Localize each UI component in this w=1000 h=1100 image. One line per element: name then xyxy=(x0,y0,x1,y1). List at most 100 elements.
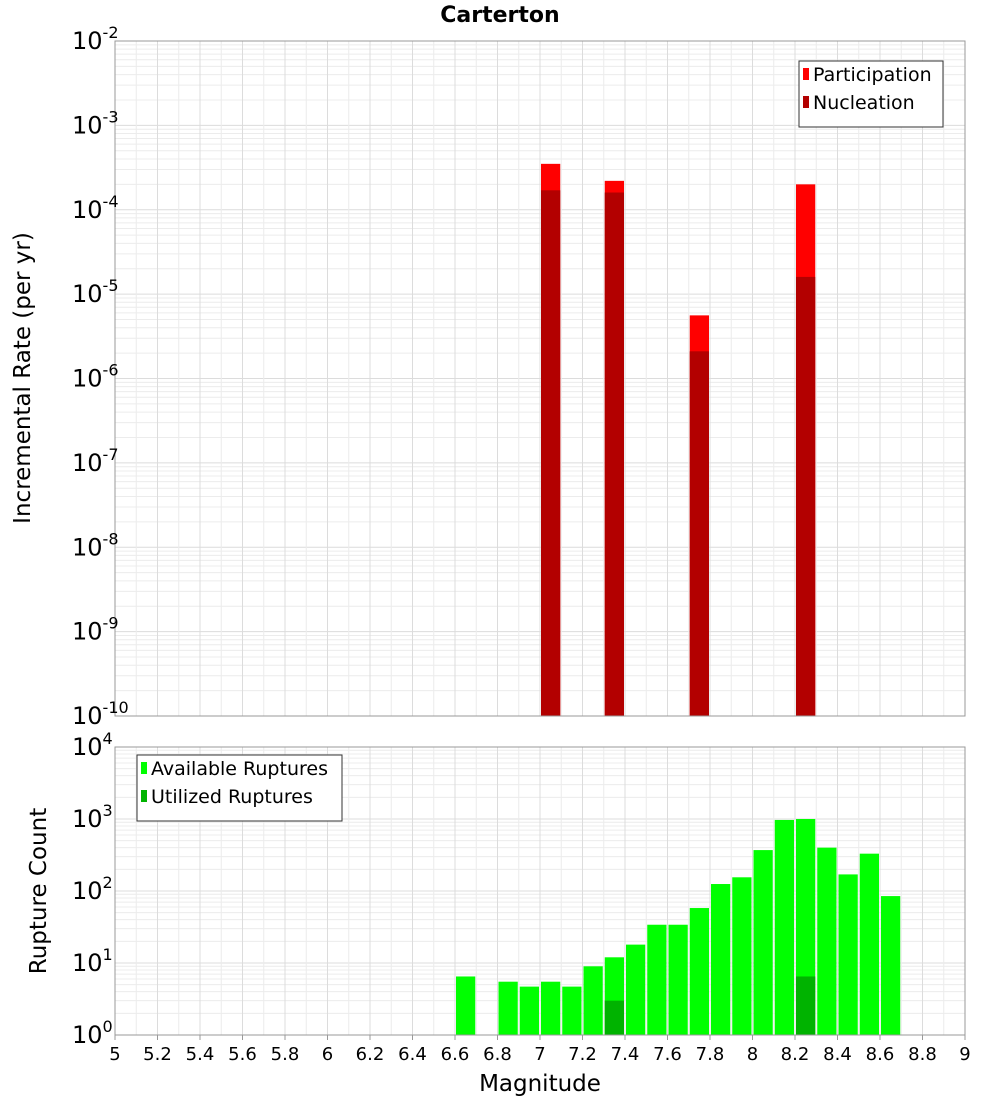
bar xyxy=(689,908,709,1035)
legend-swatch xyxy=(803,68,809,80)
x-tick-label: 6.8 xyxy=(483,1044,512,1065)
bar xyxy=(498,981,518,1035)
x-tick-label: 9 xyxy=(959,1044,970,1065)
y-tick-exponent: -8 xyxy=(103,529,119,548)
x-axis-label: Magnitude xyxy=(479,1071,601,1097)
y-tick-base: 10 xyxy=(72,111,103,139)
y-tick-label: 104 xyxy=(72,729,113,761)
y-tick-label: 10-2 xyxy=(72,23,119,55)
y-tick-base: 10 xyxy=(72,196,103,224)
y-tick-label: 102 xyxy=(72,873,113,905)
y-tick-exponent: -5 xyxy=(103,276,119,295)
bar xyxy=(456,976,476,1035)
x-tick-label: 6.4 xyxy=(398,1044,427,1065)
y-tick-label: 10-3 xyxy=(72,107,119,139)
incremental-rate-panel: 10-210-310-410-510-610-710-810-910-10Inc… xyxy=(10,23,966,730)
legend: Available Ruptures Utilized Ruptures xyxy=(136,754,343,822)
bar xyxy=(774,819,794,1035)
y-tick-base: 10 xyxy=(72,1021,103,1049)
y-tick-exponent: -4 xyxy=(103,192,119,211)
bar xyxy=(626,944,646,1035)
x-tick-label: 7.4 xyxy=(611,1044,640,1065)
x-tick-label: 6.2 xyxy=(356,1044,385,1065)
y-tick-base: 10 xyxy=(72,449,103,477)
y-tick-label: 103 xyxy=(72,801,113,833)
bar xyxy=(817,847,837,1035)
y-tick-label: 10-7 xyxy=(72,445,119,477)
chart-title: Carterton xyxy=(440,3,559,28)
x-tick-label: 5.2 xyxy=(143,1044,172,1065)
x-tick-label: 7.8 xyxy=(696,1044,725,1065)
y-tick-base: 10 xyxy=(72,949,103,977)
y-tick-exponent: 1 xyxy=(103,945,113,964)
y-tick-label: 10-9 xyxy=(72,614,119,646)
y-tick-exponent: 4 xyxy=(103,729,113,748)
x-tick-label: 5.4 xyxy=(186,1044,215,1065)
legend-swatch xyxy=(141,762,147,774)
y-tick-base: 10 xyxy=(72,877,103,905)
x-tick-label: 8.8 xyxy=(908,1044,937,1065)
y-tick-base: 10 xyxy=(72,733,103,761)
y-tick-exponent: -3 xyxy=(103,107,119,126)
y-axis-label: Rupture Count xyxy=(26,808,52,974)
x-tick-label: 5 xyxy=(109,1044,120,1065)
y-tick-base: 10 xyxy=(72,365,103,393)
y-tick-exponent: -7 xyxy=(103,445,119,464)
bar xyxy=(753,850,773,1035)
legend-label: Nucleation xyxy=(813,92,915,114)
y-tick-label: 10-8 xyxy=(72,529,119,561)
bar xyxy=(859,853,879,1035)
y-tick-base: 10 xyxy=(72,533,103,561)
y-tick-base: 10 xyxy=(72,618,103,646)
plot-frame xyxy=(114,40,966,717)
bar xyxy=(711,884,731,1035)
bar xyxy=(583,966,603,1035)
series-utilized-ruptures xyxy=(604,976,816,1035)
y-tick-exponent: -10 xyxy=(103,698,129,717)
x-tick-label: 8.4 xyxy=(823,1044,852,1065)
legend-box xyxy=(136,754,343,822)
y-tick-base: 10 xyxy=(72,27,103,55)
y-tick-exponent: 2 xyxy=(103,873,113,892)
x-tick-label: 7 xyxy=(534,1044,545,1065)
x-tick-label: 8.2 xyxy=(781,1044,810,1065)
y-axis-label: Incremental Rate (per yr) xyxy=(10,232,36,524)
y-tick-label: 10-6 xyxy=(72,361,119,393)
y-tick-base: 10 xyxy=(72,280,103,308)
bar xyxy=(732,877,752,1035)
bar xyxy=(604,192,624,717)
legend-label: Participation xyxy=(813,64,932,86)
bar xyxy=(668,924,688,1035)
legend: Participation Nucleation xyxy=(798,60,944,128)
x-tick-label: 8 xyxy=(747,1044,758,1065)
legend-label: Utilized Ruptures xyxy=(151,786,313,808)
bar xyxy=(689,351,709,716)
x-tick-label: 7.2 xyxy=(568,1044,597,1065)
grid xyxy=(114,41,966,717)
bar xyxy=(838,874,858,1035)
y-tick-exponent: -2 xyxy=(103,23,119,42)
legend-label: Available Ruptures xyxy=(151,758,328,780)
y-tick-label: 10-4 xyxy=(72,192,119,224)
series-nucleation xyxy=(541,190,816,717)
bar xyxy=(796,976,816,1035)
x-tick-label: 7.6 xyxy=(653,1044,682,1065)
legend-swatch xyxy=(803,96,809,108)
bar xyxy=(796,276,816,716)
x-tick-label: 5.8 xyxy=(271,1044,300,1065)
bar xyxy=(881,896,901,1035)
x-tick-label: 8.6 xyxy=(866,1044,895,1065)
bar xyxy=(541,190,561,716)
y-tick-exponent: -9 xyxy=(103,614,119,633)
magnitude-x-axis: 5 5.2 5.4 5.6 5.8 6 6.2 6.4 6.6 6.8 7 7.2 7.4 7.6 7.8 8… xyxy=(109,1035,971,1065)
y-tick-base: 10 xyxy=(72,702,103,730)
y-tick-base: 10 xyxy=(72,805,103,833)
x-tick-label: 5.6 xyxy=(228,1044,257,1065)
y-tick-label: 100 xyxy=(72,1017,113,1049)
x-tick-label: 6 xyxy=(322,1044,333,1065)
bar xyxy=(541,981,561,1035)
y-tick-exponent: 3 xyxy=(103,801,113,820)
y-tick-label: 10-5 xyxy=(72,276,119,308)
bar xyxy=(519,986,539,1035)
